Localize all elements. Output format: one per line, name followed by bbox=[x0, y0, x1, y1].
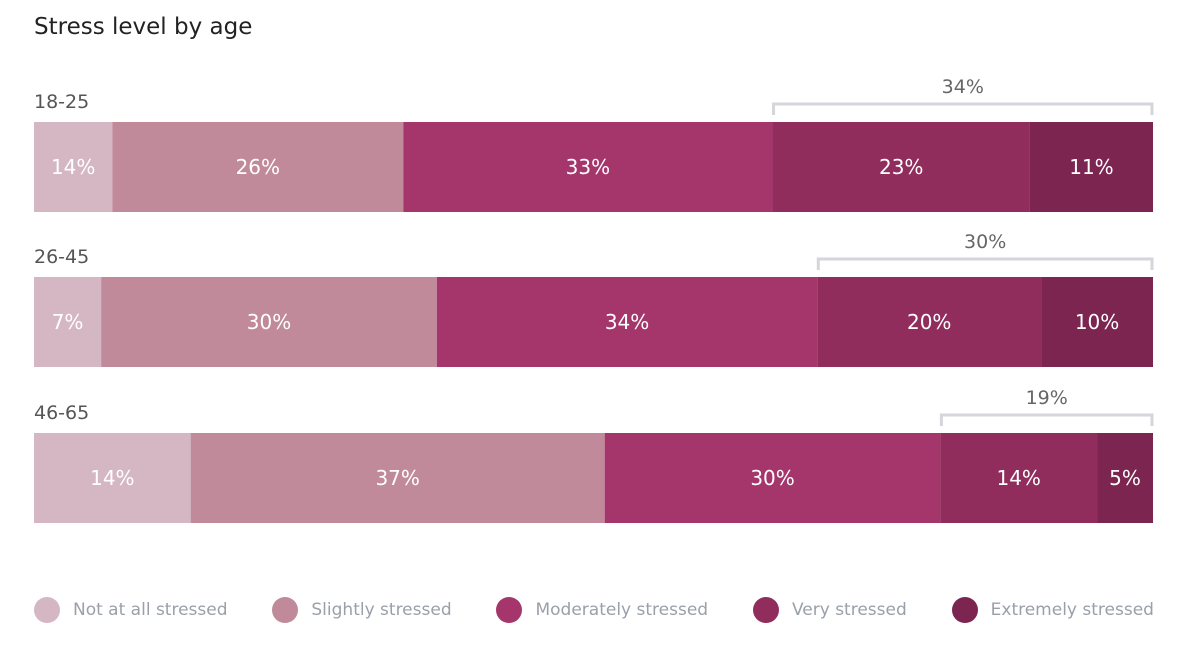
data-label: 10% bbox=[1075, 310, 1119, 334]
bar-segment bbox=[604, 433, 941, 523]
legend-swatch-icon bbox=[496, 597, 523, 623]
data-label: 34% bbox=[605, 310, 649, 334]
bracket-total: 34% bbox=[942, 76, 984, 98]
data-label: 5% bbox=[1109, 466, 1141, 490]
bracket-total: 30% bbox=[964, 231, 1006, 253]
bar-segment bbox=[940, 433, 1098, 523]
data-label: 14% bbox=[996, 466, 1040, 490]
legend-swatch-icon bbox=[272, 597, 299, 623]
bar-segment bbox=[34, 277, 102, 367]
bar-segment bbox=[436, 277, 818, 367]
legend-item: Moderately stressed bbox=[496, 597, 708, 623]
data-label: 26% bbox=[236, 155, 280, 179]
data-label: 30% bbox=[247, 310, 291, 334]
legend-item: Extremely stressed bbox=[951, 597, 1154, 623]
legend-label: Very stressed bbox=[791, 600, 907, 620]
data-label: 14% bbox=[51, 155, 95, 179]
data-label: 33% bbox=[566, 155, 610, 179]
bar-segment bbox=[1041, 277, 1153, 367]
legend-item: Very stressed bbox=[752, 597, 907, 623]
data-label: 23% bbox=[879, 155, 923, 179]
stacked-bar-chart: 18-25 14% 26% 33% 23% 11% 34% 26-45 7% 30% 34% 20% 1… bbox=[34, 76, 1154, 523]
legend: Not at all stressed Slightly stressed Mode… bbox=[34, 597, 1154, 623]
bracket bbox=[939, 413, 1154, 426]
legend-label: Moderately stressed bbox=[535, 600, 709, 620]
bar-segment bbox=[403, 122, 773, 212]
bar-segment bbox=[101, 277, 437, 367]
data-label: 30% bbox=[750, 466, 794, 490]
bar-segment bbox=[34, 433, 191, 523]
legend-swatch-icon bbox=[34, 597, 60, 623]
chart-title: Stress level by age bbox=[34, 14, 253, 40]
bar-segment bbox=[190, 433, 605, 523]
bar-segment bbox=[1029, 122, 1153, 212]
bar-segment bbox=[772, 122, 1030, 212]
bracket-total: 19% bbox=[1026, 387, 1068, 409]
legend-label: Slightly stressed bbox=[311, 600, 452, 620]
legend-swatch-icon bbox=[752, 597, 779, 623]
legend-swatch-icon bbox=[951, 597, 978, 623]
legend-label: Not at all stressed bbox=[73, 600, 228, 620]
bar-segment bbox=[34, 122, 113, 212]
data-label: 11% bbox=[1069, 155, 1113, 179]
data-label: 20% bbox=[907, 310, 951, 334]
category-label: 26-45 bbox=[34, 246, 89, 268]
legend-item: Not at all stressed bbox=[34, 597, 228, 623]
bar-segment bbox=[112, 122, 404, 212]
data-label: 7% bbox=[52, 310, 84, 334]
bracket bbox=[772, 102, 1154, 115]
data-label: 14% bbox=[90, 466, 134, 490]
bracket bbox=[816, 257, 1154, 270]
data-label: 37% bbox=[375, 466, 419, 490]
category-label: 46-65 bbox=[34, 402, 89, 424]
category-label: 18-25 bbox=[34, 91, 89, 113]
bar-segment bbox=[817, 277, 1042, 367]
bar-segment bbox=[1097, 433, 1153, 523]
legend-label: Extremely stressed bbox=[990, 600, 1154, 620]
legend-item: Slightly stressed bbox=[272, 597, 452, 623]
